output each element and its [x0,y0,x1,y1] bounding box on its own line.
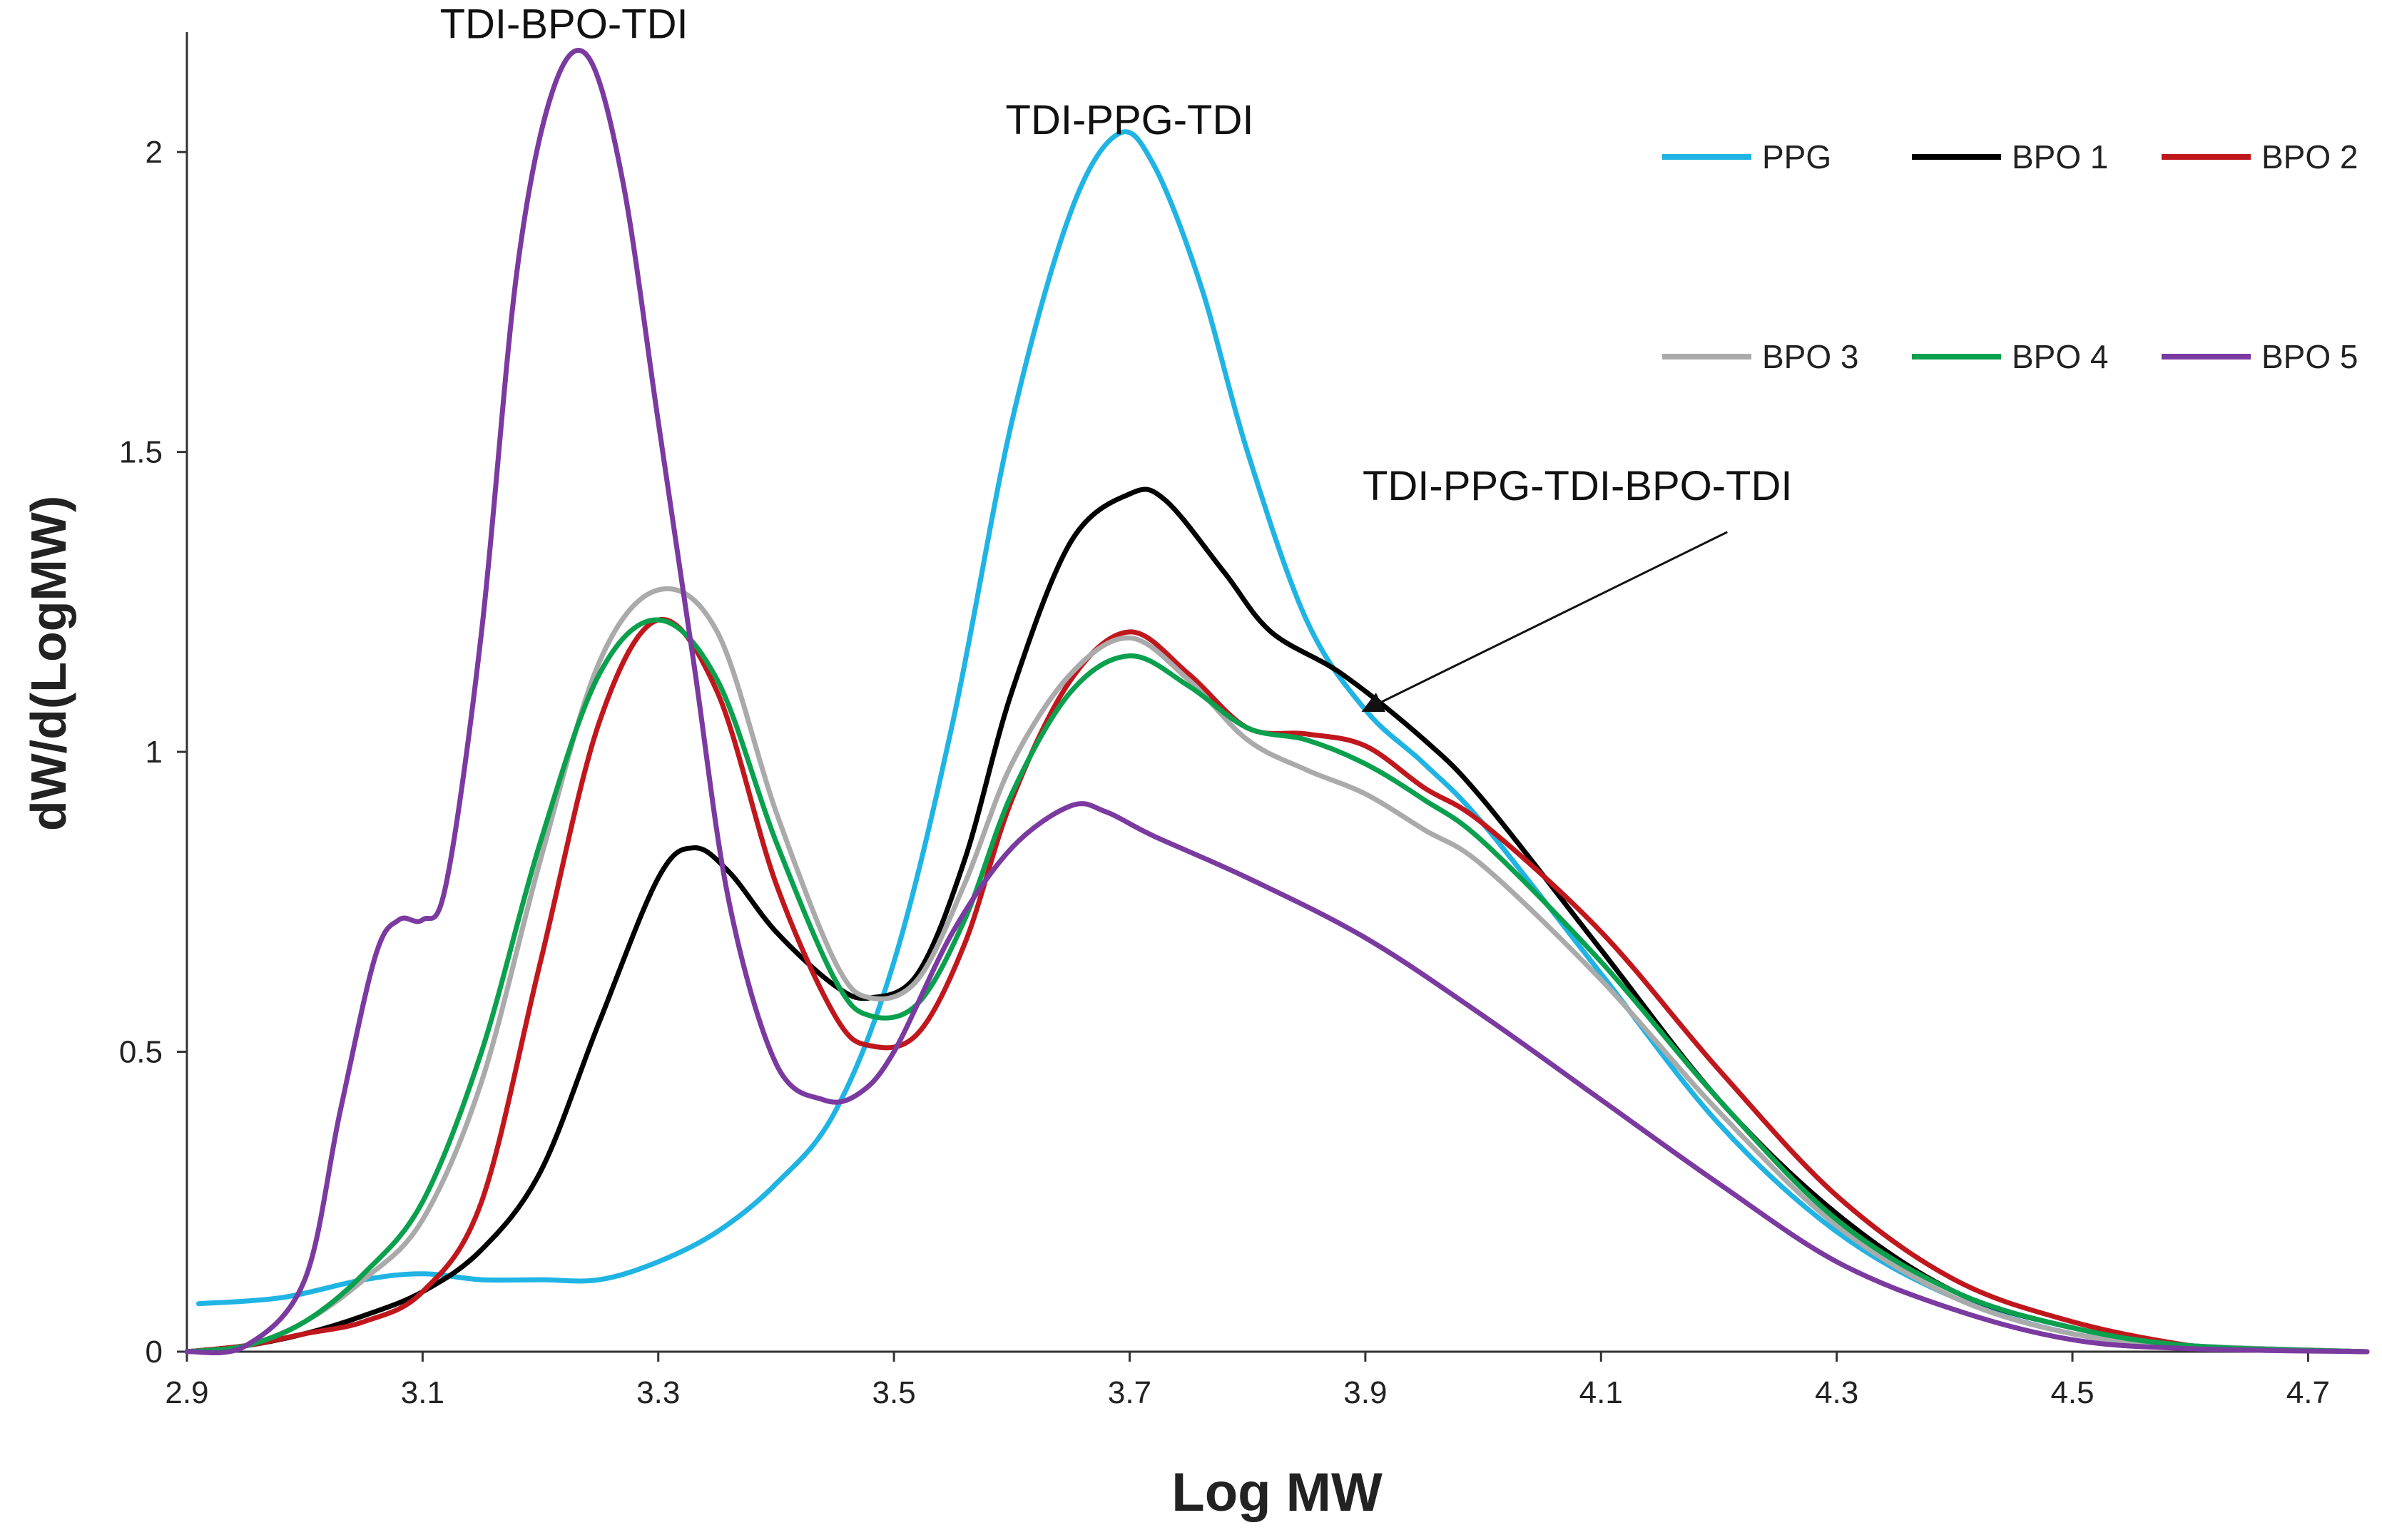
series-line-bpo-1 [184,486,2370,1355]
x-ticks: 2.9 3.1 3.3 3.5 3.7 3.9 4.1 4.3 4.5 4.7 [165,1352,2330,1410]
y-tick-label: 2 [146,135,163,170]
y-tick-label: 0 [146,1335,163,1370]
x-tick-label: 3.5 [872,1375,916,1410]
legend-label-bpo-5: BPO 5 [2261,338,2358,375]
x-tick-label: 4.3 [1815,1375,1858,1410]
x-tick-label: 3.7 [1108,1375,1151,1410]
x-tick-label: 4.5 [2050,1375,2094,1410]
legend-label-bpo-2: BPO 2 [2261,138,2358,175]
annotations: TDI-BPO-TDI TDI-PPG-TDI TDI-PPG-TDI-BPO-TD… [440,1,1793,713]
series-line-ppg [196,129,2370,1355]
axes [185,32,2367,1353]
y-tick-label: 1 [146,735,163,770]
legend: PPG BPO 1 BPO 2 BPO 3 BPO 4 BPO 5 [1662,138,2358,375]
legend-label-bpo-3: BPO 3 [1762,338,1859,375]
x-tick-label: 4.1 [1579,1375,1623,1410]
legend-label-bpo-1: BPO 1 [2012,138,2109,175]
y-tick-label: 1.5 [119,435,163,470]
legend-label-ppg: PPG [1762,138,1831,175]
annotation-arrow [1361,531,1728,713]
series-line-bpo-3 [184,586,2370,1355]
x-tick-label: 3.9 [1343,1375,1387,1410]
x-tick-label: 3.3 [636,1375,680,1410]
x-tick-label: 4.7 [2286,1375,2330,1410]
y-ticks: 0 0.5 1 1.5 2 [119,135,187,1370]
y-tick-label: 0.5 [119,1035,163,1070]
annotation-tdi-ppg-tdi: TDI-PPG-TDI [1006,97,1254,143]
series-line-bpo-5 [184,48,2370,1356]
annotation-tdi-ppg-tdi-bpo-tdi: TDI-PPG-TDI-BPO-TDI [1363,463,1793,509]
y-axis-title: dW/d(LogMW) [21,496,76,831]
x-tick-label: 3.1 [401,1375,444,1410]
legend-label-bpo-4: BPO 4 [2012,338,2109,375]
series-line-bpo-2 [184,616,2370,1355]
series-group [184,48,2370,1356]
annotation-tdi-bpo-tdi: TDI-BPO-TDI [440,1,688,47]
x-tick-label: 2.9 [165,1375,208,1410]
x-axis-title: Log MW [1171,1462,1383,1523]
series-line-bpo-4 [184,617,2370,1355]
